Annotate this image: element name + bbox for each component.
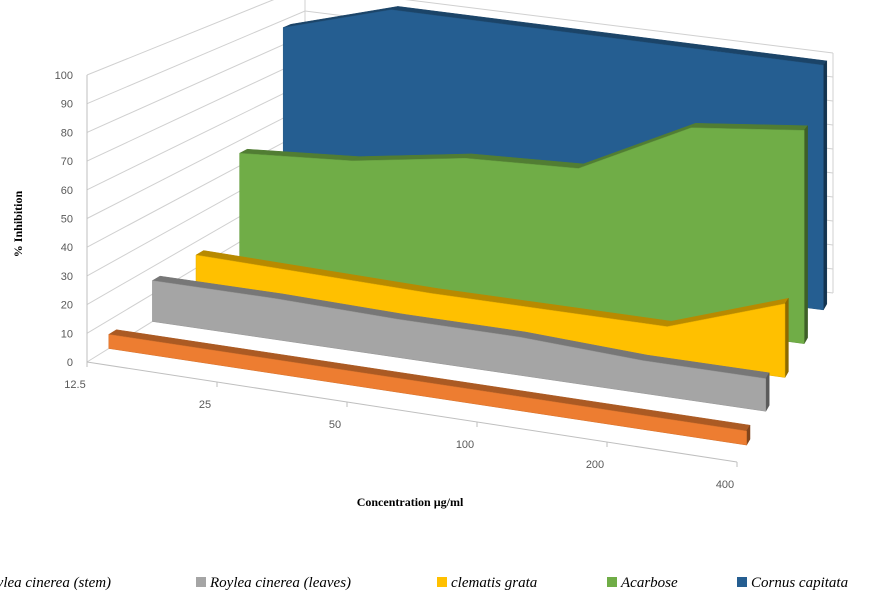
x-axis-line (86, 361, 738, 463)
series-2-side (784, 297, 789, 379)
series-2-face (195, 254, 786, 378)
legend-label: clematis grata (451, 575, 537, 591)
series-bands (108, 6, 828, 447)
y-tick-label: 10 (61, 328, 73, 340)
y-tick-label: 60 (61, 185, 73, 197)
series-2-area (195, 250, 789, 379)
x-tick-label: 400 (716, 479, 734, 491)
series-3-area (238, 123, 809, 345)
x-axis (86, 361, 738, 467)
y-tick-label: 90 (61, 99, 73, 111)
x-tick-label: 12.5 (64, 379, 85, 391)
x-tick-label: 100 (456, 439, 474, 451)
x-tick-label: 25 (199, 399, 211, 411)
series-0-face (108, 334, 747, 446)
legend-label: Roylea cinerea (stem) (0, 575, 111, 591)
legend-item: Roylea cinerea (leaves) (196, 575, 351, 591)
y-tick-label: 80 (61, 127, 73, 139)
legend-item: clematis grata (437, 575, 537, 591)
y-tick-label: 100 (55, 70, 73, 82)
series-3-side (803, 124, 808, 345)
series-0-area (108, 329, 751, 447)
y-tick-label: 30 (61, 271, 73, 283)
x-tick-label: 50 (329, 419, 341, 431)
legend-item: Acarbose (607, 575, 678, 591)
legend-label: Roylea cinerea (leaves) (209, 575, 351, 591)
y-axis-title: % Inhibition (11, 190, 25, 257)
legend-swatch (196, 577, 206, 587)
legend-label: Acarbose (620, 575, 678, 591)
y-tick-label: 40 (61, 242, 73, 254)
legend: Roylea cinerea (stem) Roylea cinerea (lea… (0, 575, 848, 591)
y-tick-label: 50 (61, 214, 73, 226)
legend-swatch (437, 577, 447, 587)
legend-item: Cornus capitata (737, 575, 848, 591)
y-axis-ticks: 0 10 20 30 40 50 60 70 80 90 100 (55, 70, 73, 369)
series-1-side (765, 371, 770, 413)
series-4-side (823, 60, 828, 311)
x-axis-ticks: 12.5 25 50 100 200 400 (64, 379, 734, 491)
series-3-face (239, 127, 805, 344)
x-axis-title: Concentration µg/ml (357, 495, 464, 509)
series-1-face (152, 280, 767, 412)
legend-label: Cornus capitata (751, 575, 848, 591)
gridline (86, 0, 834, 76)
series-1-area (151, 275, 770, 413)
legend-swatch (737, 577, 747, 587)
y-tick-label: 70 (61, 156, 73, 168)
y-tick-label: 0 (67, 357, 73, 369)
y-tick-label: 20 (61, 300, 73, 312)
legend-swatch (607, 577, 617, 587)
x-tick-label: 200 (586, 459, 604, 471)
legend-item: Roylea cinerea (stem) (0, 575, 111, 591)
